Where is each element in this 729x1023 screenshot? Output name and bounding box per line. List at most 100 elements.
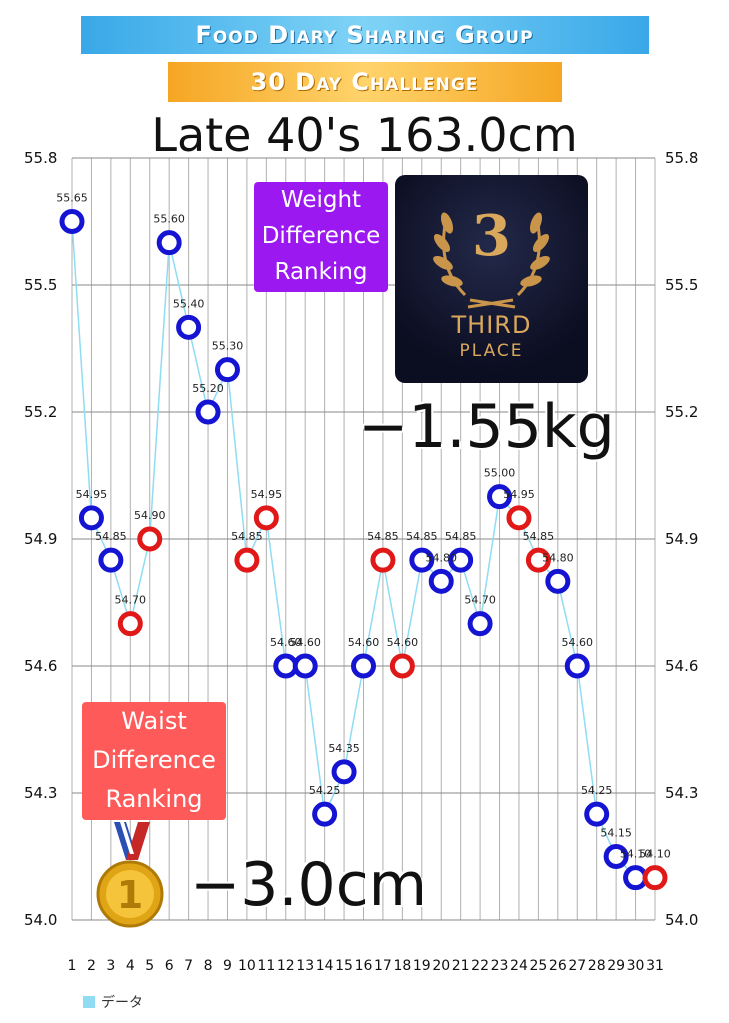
x-tick-label: 15: [335, 958, 353, 974]
legend-swatch: [83, 996, 95, 1008]
data-point: [214, 357, 240, 383]
data-point: [117, 611, 143, 637]
data-point: [312, 801, 338, 827]
x-tick-label: 1: [68, 958, 77, 974]
data-label: 54.25: [581, 784, 613, 797]
data-point: [195, 399, 221, 425]
waist-badge-line-3: Ranking: [105, 785, 203, 813]
x-tick-label: 9: [223, 958, 232, 974]
data-point: [78, 505, 104, 531]
x-tick-label: 29: [607, 958, 625, 974]
data-point: [467, 611, 493, 637]
data-label: 54.15: [600, 827, 632, 840]
data-point: [59, 209, 85, 234]
x-tick-label: 6: [165, 958, 174, 974]
x-tick-label: 24: [510, 958, 528, 974]
x-tick-label: 25: [529, 958, 547, 974]
data-label: 54.95: [251, 488, 283, 501]
y-tick-label-left: 54.3: [24, 784, 57, 802]
data-label: 54.10: [620, 848, 652, 861]
y-tick-label-right: 55.8: [665, 149, 698, 167]
weight-badge-line-1: Weight: [280, 187, 362, 213]
data-label: 54.70: [115, 594, 147, 607]
weight-badge-line-3: Ranking: [274, 259, 368, 285]
x-tick-label: 8: [204, 958, 213, 974]
third-place-numeral: 3: [472, 203, 511, 269]
y-tick-label-right: 54.3: [665, 784, 698, 802]
x-tick-label: 18: [393, 958, 411, 974]
x-tick-label: 27: [568, 958, 586, 974]
data-point: [409, 547, 435, 573]
data-point: [545, 568, 571, 594]
data-points: [59, 209, 668, 891]
data-point: [331, 759, 357, 785]
data-label: 54.10: [639, 848, 671, 861]
data-point: [253, 505, 279, 531]
data-label: 54.85: [523, 530, 555, 543]
x-tick-label: 2: [87, 958, 96, 974]
x-tick-label: 7: [184, 958, 193, 974]
data-label: 54.60: [348, 636, 380, 649]
data-labels: 55.65 54.95 54.85 54.70 54.90 55.60 55.40 55.20…: [56, 192, 671, 861]
laurel-wreath-icon: [433, 212, 550, 309]
data-point: [564, 653, 590, 679]
x-tick-label: 28: [588, 958, 606, 974]
third-place-text-2: PLACE: [459, 341, 524, 361]
data-point: [351, 653, 376, 679]
medal-numeral: 1: [117, 873, 143, 917]
data-label: 54.85: [95, 530, 127, 543]
y-tick-label-left: 54.9: [24, 530, 57, 548]
x-tick-label: 11: [257, 958, 275, 974]
data-point: [98, 547, 124, 573]
x-tick-label: 10: [238, 958, 256, 974]
y-tick-label-right: 54.6: [665, 657, 698, 675]
challenge-banner: 30 Day Challenge: [167, 62, 562, 102]
data-point: [292, 653, 318, 679]
waist-difference-value: −3.0cm: [190, 850, 428, 920]
data-point: [506, 505, 532, 531]
group-banner: Food Diary Sharing Group: [80, 16, 649, 54]
x-tick-label: 14: [316, 958, 334, 974]
weight-difference-value: −1.55kg: [358, 392, 615, 462]
x-tick-label: 3: [106, 958, 115, 974]
y-tick-label-left: 54.0: [24, 911, 57, 929]
waist-badge-line-1: Waist: [121, 707, 187, 735]
data-point: [137, 526, 163, 552]
y-tick-label-right: 54.9: [665, 530, 698, 548]
y-tick-label-right: 55.5: [665, 276, 698, 294]
weight-ranking-badge: Weight Difference Ranking: [254, 182, 388, 292]
data-point: [428, 568, 454, 594]
x-tick-label: 4: [126, 958, 135, 974]
data-label: 55.40: [173, 297, 205, 310]
data-point: [487, 484, 513, 510]
data-label: 54.80: [425, 551, 457, 564]
waist-badge-line-2: Difference: [92, 746, 216, 774]
third-place-card: 3 THIRD PLACE: [395, 175, 588, 383]
data-point: [525, 547, 551, 573]
data-label: 54.80: [542, 551, 574, 564]
data-label: 55.00: [484, 467, 516, 480]
third-place-text-1: THIRD: [451, 311, 532, 339]
data-point: [370, 547, 396, 573]
gold-medal-icon: 1: [96, 822, 164, 928]
data-label: 54.25: [309, 784, 341, 797]
x-tick-label: 16: [355, 958, 373, 974]
x-tick-label: 20: [432, 958, 450, 974]
data-point: [603, 844, 629, 869]
x-tick-label: 13: [296, 958, 314, 974]
data-label: 54.60: [387, 636, 419, 649]
y-tick-label-right: 55.2: [665, 403, 698, 421]
data-point: [156, 230, 182, 256]
data-label: 54.85: [406, 530, 438, 543]
data-point: [448, 547, 474, 573]
y-tick-label-left: 54.6: [24, 657, 57, 675]
data-label: 54.70: [464, 594, 496, 607]
x-tick-label: 22: [471, 958, 489, 974]
data-label: 55.65: [56, 192, 88, 205]
x-tick-label: 26: [549, 958, 567, 974]
data-label: 54.60: [562, 636, 594, 649]
data-label: 54.35: [328, 742, 360, 755]
y-tick-label-left: 55.8: [24, 149, 57, 167]
data-label: 55.60: [153, 213, 185, 226]
y-axis-left: 54.0 54.3 54.6 54.9 55.2 55.5 55.8: [24, 149, 57, 929]
